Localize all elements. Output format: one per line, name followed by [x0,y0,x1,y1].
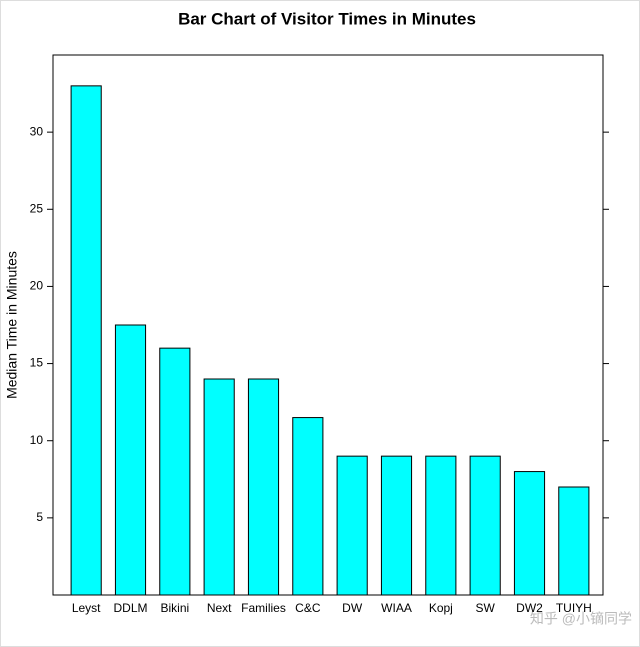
bar [247,378,280,596]
bar [336,455,368,596]
bar [292,417,324,596]
bar [203,378,235,596]
x-tick-label: DW [342,601,363,615]
x-tick-label: WIAA [381,601,412,615]
bar [70,85,102,596]
y-tick-label: 10 [30,433,44,447]
bar [513,471,546,596]
plot-frame [52,54,604,596]
bar [114,324,147,596]
bar [558,486,590,596]
y-tick-label: 5 [36,510,43,524]
bar [469,455,501,596]
y-tick-label: 15 [30,356,44,370]
y-tick-label: 20 [30,279,44,293]
x-tick-label: DW2 [516,601,543,615]
bar [380,455,413,596]
y-tick-label: 30 [30,124,44,138]
watermark: 知乎 @小镝同学 [530,611,632,627]
y-axis-label: Median Time in Minutes [4,251,20,399]
x-tick-label: C&C [295,601,321,615]
x-tick-label: Bikini [160,601,189,615]
x-tick-label: Leyst [72,601,101,615]
x-tick-label: SW [475,601,495,615]
x-tick-label: TUIYH [556,601,592,615]
chart-title: Bar Chart of Visitor Times in Minutes [178,9,476,28]
x-tick-label: Kopj [429,601,453,615]
x-tick-label: DDLM [113,601,147,615]
x-tick-label: Next [207,601,232,615]
x-tick-label: Families [241,601,286,615]
y-tick-label: 25 [30,201,44,215]
bar [425,455,457,596]
bar [159,347,191,596]
